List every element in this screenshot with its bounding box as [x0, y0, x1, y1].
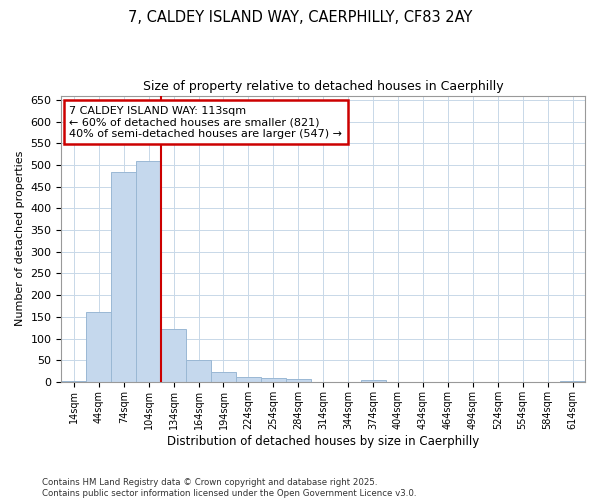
Bar — [560, 381, 585, 382]
Bar — [211, 372, 236, 382]
Bar — [261, 378, 286, 382]
Text: Contains HM Land Registry data © Crown copyright and database right 2025.
Contai: Contains HM Land Registry data © Crown c… — [42, 478, 416, 498]
Y-axis label: Number of detached properties: Number of detached properties — [15, 151, 25, 326]
Bar — [236, 376, 261, 382]
Text: 7, CALDEY ISLAND WAY, CAERPHILLY, CF83 2AY: 7, CALDEY ISLAND WAY, CAERPHILLY, CF83 2… — [128, 10, 472, 25]
Bar — [186, 360, 211, 382]
Bar — [161, 329, 186, 382]
Text: 7 CALDEY ISLAND WAY: 113sqm
← 60% of detached houses are smaller (821)
40% of se: 7 CALDEY ISLAND WAY: 113sqm ← 60% of det… — [69, 106, 342, 139]
Bar — [61, 381, 86, 382]
Title: Size of property relative to detached houses in Caerphilly: Size of property relative to detached ho… — [143, 80, 503, 93]
Bar — [86, 312, 111, 382]
X-axis label: Distribution of detached houses by size in Caerphilly: Distribution of detached houses by size … — [167, 434, 479, 448]
Bar — [111, 172, 136, 382]
Bar — [136, 160, 161, 382]
Bar — [286, 379, 311, 382]
Bar — [361, 380, 386, 382]
